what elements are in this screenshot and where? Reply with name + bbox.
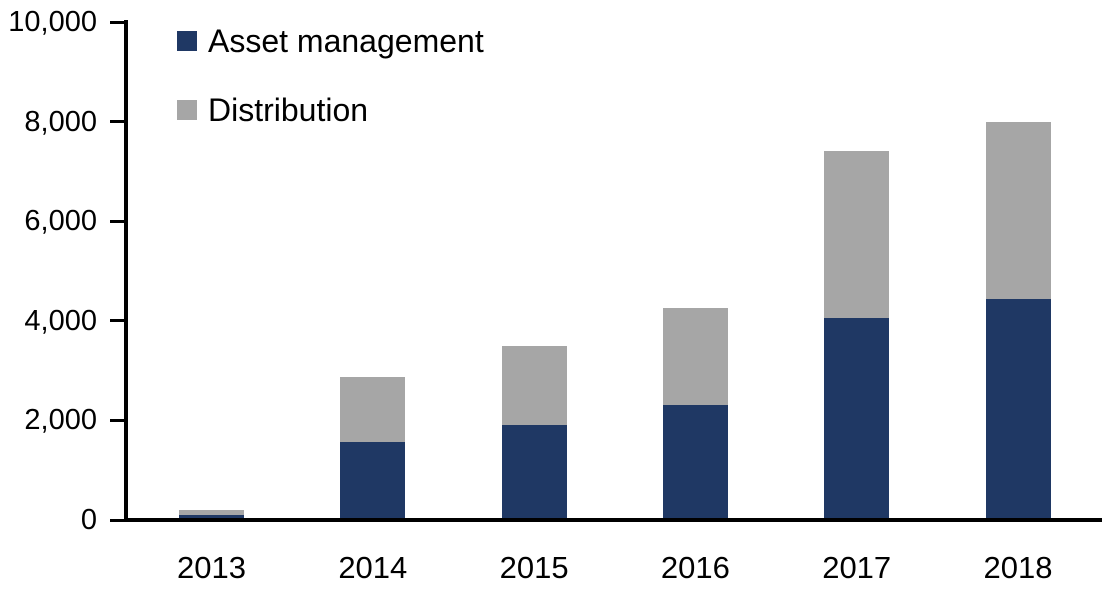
y-axis-tick — [110, 219, 128, 223]
y-axis-tick-label: 8,000 — [24, 105, 97, 138]
x-axis-label: 2018 — [983, 550, 1053, 585]
bar-segment-asset-management — [985, 298, 1051, 520]
y-axis-tick — [110, 20, 128, 24]
y-axis-tick-label: 6,000 — [24, 205, 97, 238]
bar-segment-distribution — [501, 345, 567, 426]
x-axis-label: 2013 — [177, 550, 246, 585]
bar-segment-asset-management — [662, 404, 728, 520]
bar-segment-asset-management — [340, 442, 406, 520]
legend-swatch-asset-management — [177, 31, 197, 51]
legend-item-asset-management: Asset management — [177, 21, 484, 61]
y-axis-tick-label: 2,000 — [24, 404, 97, 437]
y-axis-tick-label: 10,000 — [8, 6, 97, 38]
y-axis-tick-label: 0 — [80, 504, 97, 536]
y-axis-tick — [110, 418, 128, 422]
y-axis-tick — [110, 120, 128, 124]
legend-item-distribution: Distribution — [177, 90, 484, 130]
y-axis-tick — [110, 518, 128, 522]
y-axis-tick-label: 4,000 — [24, 304, 97, 337]
bar-segment-distribution — [824, 151, 890, 319]
bar-segment-distribution — [179, 510, 244, 515]
bar-segment-asset-management — [824, 318, 890, 520]
legend-label-asset-management: Asset management — [208, 23, 484, 59]
x-axis-label: 2014 — [338, 550, 408, 585]
bar-segment-distribution — [340, 376, 406, 443]
x-axis-line — [124, 518, 1102, 522]
bar-segment-distribution — [985, 121, 1051, 299]
bar-segment-distribution — [662, 308, 728, 405]
y-axis-tick — [110, 319, 128, 323]
x-axis-label: 2016 — [660, 550, 730, 585]
legend-swatch-distribution — [177, 100, 197, 120]
bar-segment-asset-management — [501, 425, 567, 520]
bar-segment-asset-management — [179, 515, 244, 520]
legend: Asset management Distribution — [177, 21, 484, 130]
legend-label-distribution: Distribution — [208, 92, 369, 128]
x-axis-label: 2017 — [822, 550, 892, 585]
y-axis-line — [124, 20, 128, 522]
x-axis-label: 2015 — [499, 550, 569, 585]
